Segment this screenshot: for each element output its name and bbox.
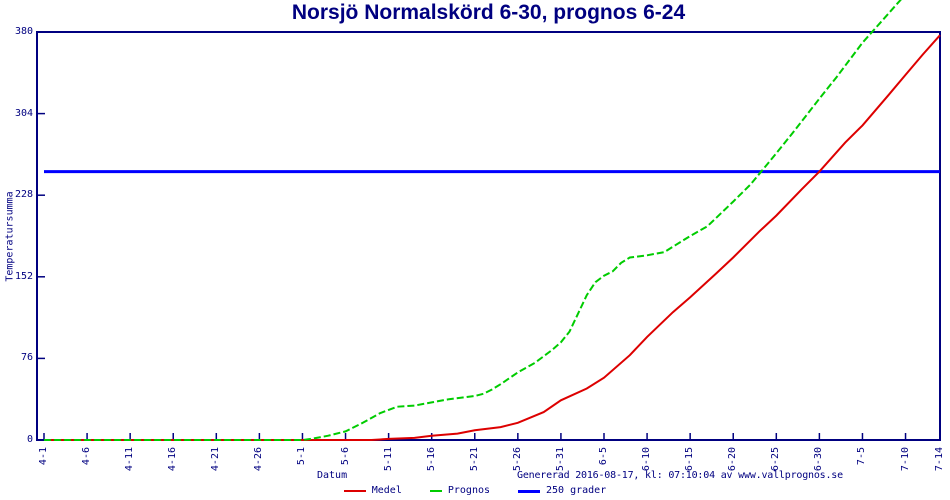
x-tick-label: 4-26 xyxy=(253,447,265,472)
y-tick-label: 0 xyxy=(26,434,33,445)
x-tick-label: 5-21 xyxy=(468,447,480,472)
x-tick-label: 4-21 xyxy=(210,447,222,472)
x-tick-label: 6-15 xyxy=(684,447,696,472)
x-tick-label: 5-31 xyxy=(554,447,566,472)
x-tick-label: 5-26 xyxy=(511,447,523,472)
series-line-prognos xyxy=(44,0,902,441)
y-tick-label: 76 xyxy=(20,352,33,364)
legend-line-sample xyxy=(343,490,366,492)
y-tick-label: 152 xyxy=(14,270,33,282)
x-tick-label: 7-5 xyxy=(856,447,868,466)
x-tick-label: 6-5 xyxy=(598,447,609,466)
x-tick-label: 5-6 xyxy=(339,447,351,466)
legend-label: Medel xyxy=(371,485,402,496)
plot-border xyxy=(36,31,941,441)
x-tick-label: 5-1 xyxy=(296,447,308,466)
x-tick-label: 5-16 xyxy=(425,447,437,472)
y-tick-label: 228 xyxy=(14,189,33,201)
x-tick-label: 6-10 xyxy=(641,447,653,472)
legend-item-250-grader: 250 grader xyxy=(518,485,606,497)
generated-timestamp: Genererad 2016-08-17, kl: 07:10:04 av ww… xyxy=(517,470,843,481)
x-tick-label: 4-1 xyxy=(38,447,49,466)
page-title: Norsjö Normalskörd 6-30, prognos 6-24 xyxy=(291,1,686,24)
legend-label: Prognos xyxy=(447,485,491,496)
series-line-medel xyxy=(44,34,941,441)
x-tick-label: 6-30 xyxy=(813,447,825,472)
x-tick-label: 6-20 xyxy=(727,447,739,472)
legend-label: 250 grader xyxy=(546,485,607,496)
x-tick-label: 4-11 xyxy=(124,447,136,472)
x-tick-label: 4-6 xyxy=(81,447,93,466)
y-axis-label: Temperatursumma xyxy=(4,191,16,282)
legend-item-medel: Medel xyxy=(343,485,402,497)
y-tick-label: 380 xyxy=(14,26,33,37)
x-tick-label: 7-14 xyxy=(934,447,945,472)
legend: Medel Prognos 250 grader xyxy=(0,485,950,497)
legend-line-sample xyxy=(518,489,541,493)
x-tick-label: 4-16 xyxy=(167,447,179,472)
legend-item-prognos: Prognos xyxy=(429,485,491,497)
x-tick-label: 5-11 xyxy=(382,447,394,472)
y-tick-label: 304 xyxy=(14,107,33,119)
x-tick-label: 7-10 xyxy=(899,447,911,472)
x-axis-label: Datum xyxy=(317,470,348,481)
legend-line-sample xyxy=(429,490,442,492)
x-tick-label: 6-25 xyxy=(770,447,782,472)
